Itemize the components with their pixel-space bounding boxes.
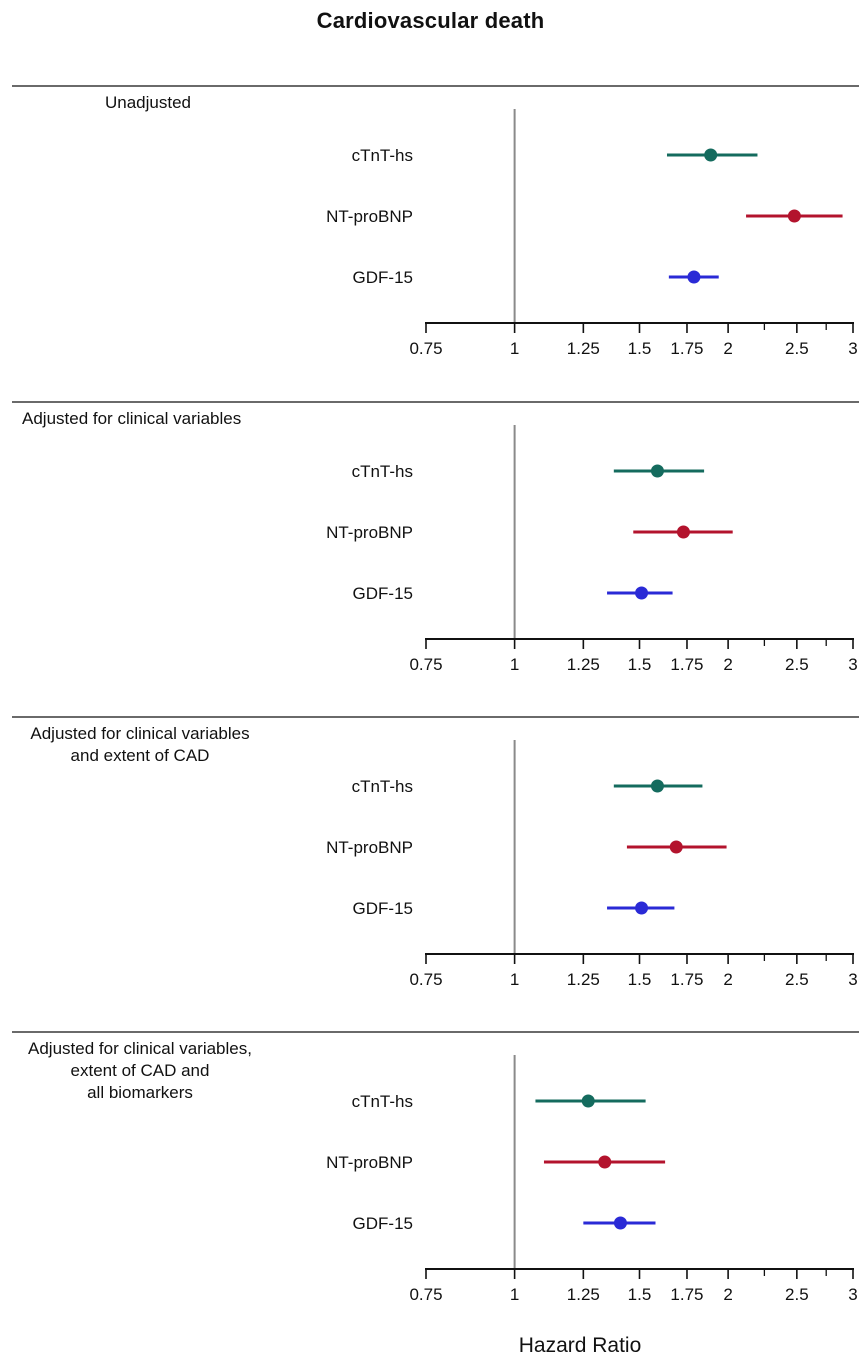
x-tick-label: 1.75 [670,655,703,674]
x-tick-label: 1.5 [628,655,652,674]
x-tick-label: 0.75 [409,1285,442,1304]
chart-title: Cardiovascular death [316,8,545,33]
row-label: GDF-15 [353,899,413,918]
x-tick-label: 1.25 [567,1285,600,1304]
row-label: cTnT-hs [352,462,413,481]
hazard-ratio-point [613,1216,627,1230]
hazard-ratio-point [650,464,664,478]
forest-panel-3: Adjusted for clinical variables and exten… [12,716,859,989]
x-tick-label: 0.75 [409,970,442,989]
x-tick-label: 1.75 [670,339,703,358]
panel-title-line: Unadjusted [105,93,191,112]
x-tick-label: 1.75 [670,1285,703,1304]
x-tick-label: 1.75 [670,970,703,989]
row-label: NT-proBNP [326,1153,413,1172]
x-tick-label: 1 [510,655,519,674]
row-label: NT-proBNP [326,207,413,226]
x-tick-label: 2 [723,339,732,358]
x-tick-label: 2.5 [785,339,809,358]
x-tick-label: 1.5 [628,1285,652,1304]
panel-title-line: Adjusted for clinical variables [22,409,241,428]
panel-title-line: Adjusted for clinical variables [30,724,249,743]
hazard-ratio-point [635,901,649,915]
x-tick-label: 2.5 [785,970,809,989]
x-tick-label: 1 [510,970,519,989]
x-tick-label: 1 [510,339,519,358]
panel-title-line: and extent of CAD [71,746,210,765]
hazard-ratio-point [598,1155,612,1169]
panel-title-line: all biomarkers [87,1083,193,1102]
x-axis-title: Hazard Ratio [518,1334,642,1357]
x-tick-label: 2.5 [785,1285,809,1304]
x-tick-label: 1.25 [567,970,600,989]
row-label: cTnT-hs [352,1092,413,1111]
x-tick-label: 1.5 [628,970,652,989]
row-label: GDF-15 [353,584,413,603]
panel-title-line: Adjusted for clinical variables, [28,1039,252,1058]
forest-panel-2: Adjusted for clinical variables 0.75 1 1.25… [12,401,859,674]
x-tick-label: 3 [848,339,857,358]
x-tick-label: 3 [848,1285,857,1304]
row-label: GDF-15 [353,1214,413,1233]
hazard-ratio-point [635,586,649,600]
x-tick-label: 1.25 [567,339,600,358]
hazard-ratio-point [787,209,801,223]
row-label: cTnT-hs [352,146,413,165]
x-tick-label: 2 [723,970,732,989]
x-tick-label: 0.75 [409,339,442,358]
hazard-ratio-point [581,1094,595,1108]
x-tick-label: 1 [510,1285,519,1304]
panel-title-line: extent of CAD and [71,1061,210,1080]
forest-panel-1: Unadjusted 0.75 1 1.25 1.5 1.75 2 2.5 3 cTnT-hs NT… [12,85,859,358]
x-tick-label: 2 [723,655,732,674]
x-tick-label: 3 [848,970,857,989]
hazard-ratio-point [669,840,683,854]
row-label: GDF-15 [353,268,413,287]
hazard-ratio-point [704,148,718,162]
x-tick-label: 3 [848,655,857,674]
hazard-ratio-point [676,525,690,539]
forest-panel-4: Adjusted for clinical variables, extent o… [12,1031,859,1304]
row-label: NT-proBNP [326,523,413,542]
row-label: NT-proBNP [326,838,413,857]
hazard-ratio-point [687,270,701,284]
x-tick-label: 1.5 [628,339,652,358]
x-tick-label: 0.75 [409,655,442,674]
hazard-ratio-point [650,779,664,793]
row-label: cTnT-hs [352,777,413,796]
x-tick-label: 2.5 [785,655,809,674]
x-tick-label: 1.25 [567,655,600,674]
x-tick-label: 2 [723,1285,732,1304]
